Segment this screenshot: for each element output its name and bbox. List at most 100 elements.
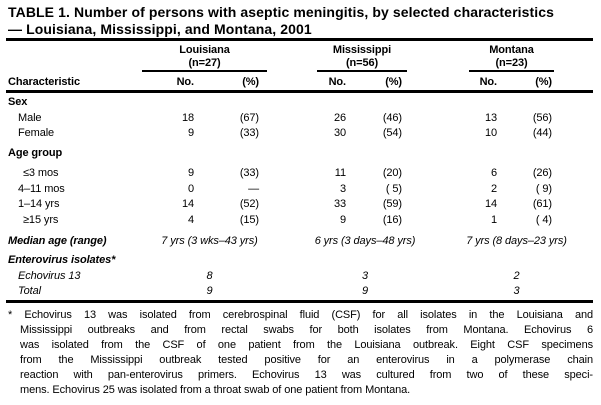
table-row-echovirus13: Echovirus 13 8 3 2 (0, 269, 554, 285)
table-row-median-age: Median age (range) 7 yrs (3 wks–43 yrs) … (0, 228, 567, 249)
section-label: Enterovirus isolates* (8, 254, 116, 266)
row-label: Total (18, 285, 41, 297)
meningitis-data-table: Louisiana (n=27) Mississippi (n=56) Mont… (0, 44, 567, 300)
row-label: Female (18, 127, 55, 139)
title-divider-rule (6, 38, 593, 41)
cell-value: 1 (490, 213, 497, 226)
cell-value: ( 9) (535, 182, 552, 195)
cell-value: — (248, 182, 259, 195)
cell-value: (46) (382, 111, 402, 124)
group-header-louisiana: Louisiana (n=27) (142, 44, 267, 72)
table-row-female: Female 9 (33) 30 (54) 10 (44) (0, 126, 554, 142)
isolate-count-mississippi: 9 (361, 285, 369, 297)
cell-value: 33 (333, 198, 346, 210)
cell-value: 11 (334, 167, 346, 179)
cell-value: 14 (484, 198, 497, 210)
median-value-mississippi: 6 yrs (3 days–48 yrs) (314, 234, 416, 247)
cell-value: 9 (187, 167, 194, 179)
cell-value: (61) (532, 198, 552, 210)
table-footnote: * Echovirus 13 was isolated from cerebro… (8, 308, 593, 398)
cell-value: 18 (181, 111, 194, 124)
cell-value: (67) (239, 111, 259, 124)
row-label: Median age (range) (8, 234, 107, 247)
footnote-line: reaction with pan-enterovirus primers. E… (20, 369, 593, 381)
cell-value: 9 (187, 127, 194, 139)
cell-value: (20) (382, 167, 402, 179)
table-row-le3mos: ≤3 mos 9 (33) 11 (20) 6 (26) (0, 162, 554, 182)
cell-value: 10 (484, 127, 497, 139)
footnote-line: Mississippi outbreaks and from rectal sw… (20, 324, 593, 336)
state-group-header-row: Louisiana (n=27) Mississippi (n=56) Mont… (0, 44, 554, 72)
cell-value: 6 (490, 167, 497, 179)
row-label: 1–14 yrs (18, 198, 60, 210)
characteristic-column-header: Characteristic (8, 75, 80, 88)
cell-value: 9 (339, 213, 346, 226)
header-divider-rule (6, 90, 593, 93)
cell-value: 3 (339, 182, 346, 195)
group-n: (n=27) (188, 56, 221, 69)
cell-value: (54) (382, 127, 402, 139)
group-name: Louisiana (179, 44, 230, 56)
row-label: Echovirus 13 (18, 269, 81, 282)
section-header-row-age-group: Age group (0, 142, 554, 162)
column-header-row: Characteristic No. (%) No. (%) No. (%) (0, 72, 554, 90)
cell-value: (59) (382, 198, 402, 210)
no-column-header: No. (328, 75, 347, 88)
table-row-total: Total 9 9 3 (0, 284, 554, 300)
group-header-montana: Montana (n=23) (469, 44, 554, 72)
row-label: 4–11 mos (18, 182, 65, 195)
footnote-line: * Echovirus 13 was isolated from cerebro… (8, 309, 593, 321)
row-label: ≥15 yrs (23, 213, 59, 226)
footnote-line: was isolated from the CSF of one patient… (20, 339, 593, 351)
cell-value: 14 (181, 198, 194, 210)
cell-value: (52) (239, 198, 259, 210)
pct-column-header: (%) (242, 75, 259, 88)
group-header-mississippi: Mississippi (n=56) (317, 44, 407, 72)
cell-value: 13 (484, 111, 497, 124)
median-value-montana: 7 yrs (8 days–23 yrs) (466, 234, 567, 247)
table-row-4-11mos: 4–11 mos 0 — 3 ( 5) 2 ( 9) (0, 182, 554, 198)
isolate-count-montana: 3 (513, 285, 520, 297)
cell-value: (26) (532, 167, 552, 179)
table-title-line2: — Louisiana, Mississippi, and Montana, 2… (8, 21, 312, 37)
cell-value: (15) (239, 213, 259, 226)
section-header-row-enterovirus: Enterovirus isolates* (0, 249, 554, 269)
cell-value: (56) (532, 111, 552, 124)
group-name: Montana (489, 44, 534, 56)
no-column-header: No. (176, 75, 195, 88)
pct-column-header: (%) (535, 75, 552, 88)
isolate-count-louisiana: 8 (206, 269, 213, 282)
median-value-louisiana: 7 yrs (3 wks–43 yrs) (161, 234, 258, 247)
table-title-line1: TABLE 1. Number of persons with aseptic … (8, 4, 555, 20)
footnote-line: mens. Echovirus 25 was isolated from a t… (20, 384, 411, 396)
pct-column-header: (%) (385, 75, 402, 88)
cell-value: 26 (333, 111, 346, 124)
section-header-row-sex: Sex (0, 90, 554, 111)
table-row-male: Male 18 (67) 26 (46) 13 (56) (0, 111, 554, 127)
footnote-line: from the Mississippi outbreak tested pos… (20, 354, 593, 366)
cell-value: 30 (333, 127, 346, 139)
cell-value: ( 4) (535, 213, 552, 226)
group-name: Mississippi (332, 44, 392, 56)
group-n: (n=23) (495, 56, 528, 69)
row-label: ≤3 mos (23, 167, 59, 179)
cell-value: ( 5) (385, 182, 402, 195)
isolate-count-montana: 2 (513, 269, 520, 282)
cell-value: (16) (382, 213, 402, 226)
cell-value: 4 (187, 213, 194, 226)
table-bottom-rule (6, 300, 593, 303)
section-label: Age group (8, 147, 63, 159)
cell-value: 2 (490, 182, 497, 195)
section-label: Sex (8, 96, 28, 108)
table-title: TABLE 1. Number of persons with aseptic … (8, 4, 600, 38)
isolate-count-mississippi: 3 (361, 269, 369, 282)
cell-value: 0 (187, 182, 194, 195)
no-column-header: No. (479, 75, 498, 88)
table-row-1-14yrs: 1–14 yrs 14 (52) 33 (59) 14 (61) (0, 197, 554, 213)
row-label: Male (18, 111, 42, 124)
group-n: (n=56) (345, 56, 379, 69)
cell-value: (33) (239, 167, 259, 179)
table-row-ge15yrs: ≥15 yrs 4 (15) 9 (16) 1 ( 4) (0, 213, 554, 229)
cell-value: (33) (239, 127, 259, 139)
